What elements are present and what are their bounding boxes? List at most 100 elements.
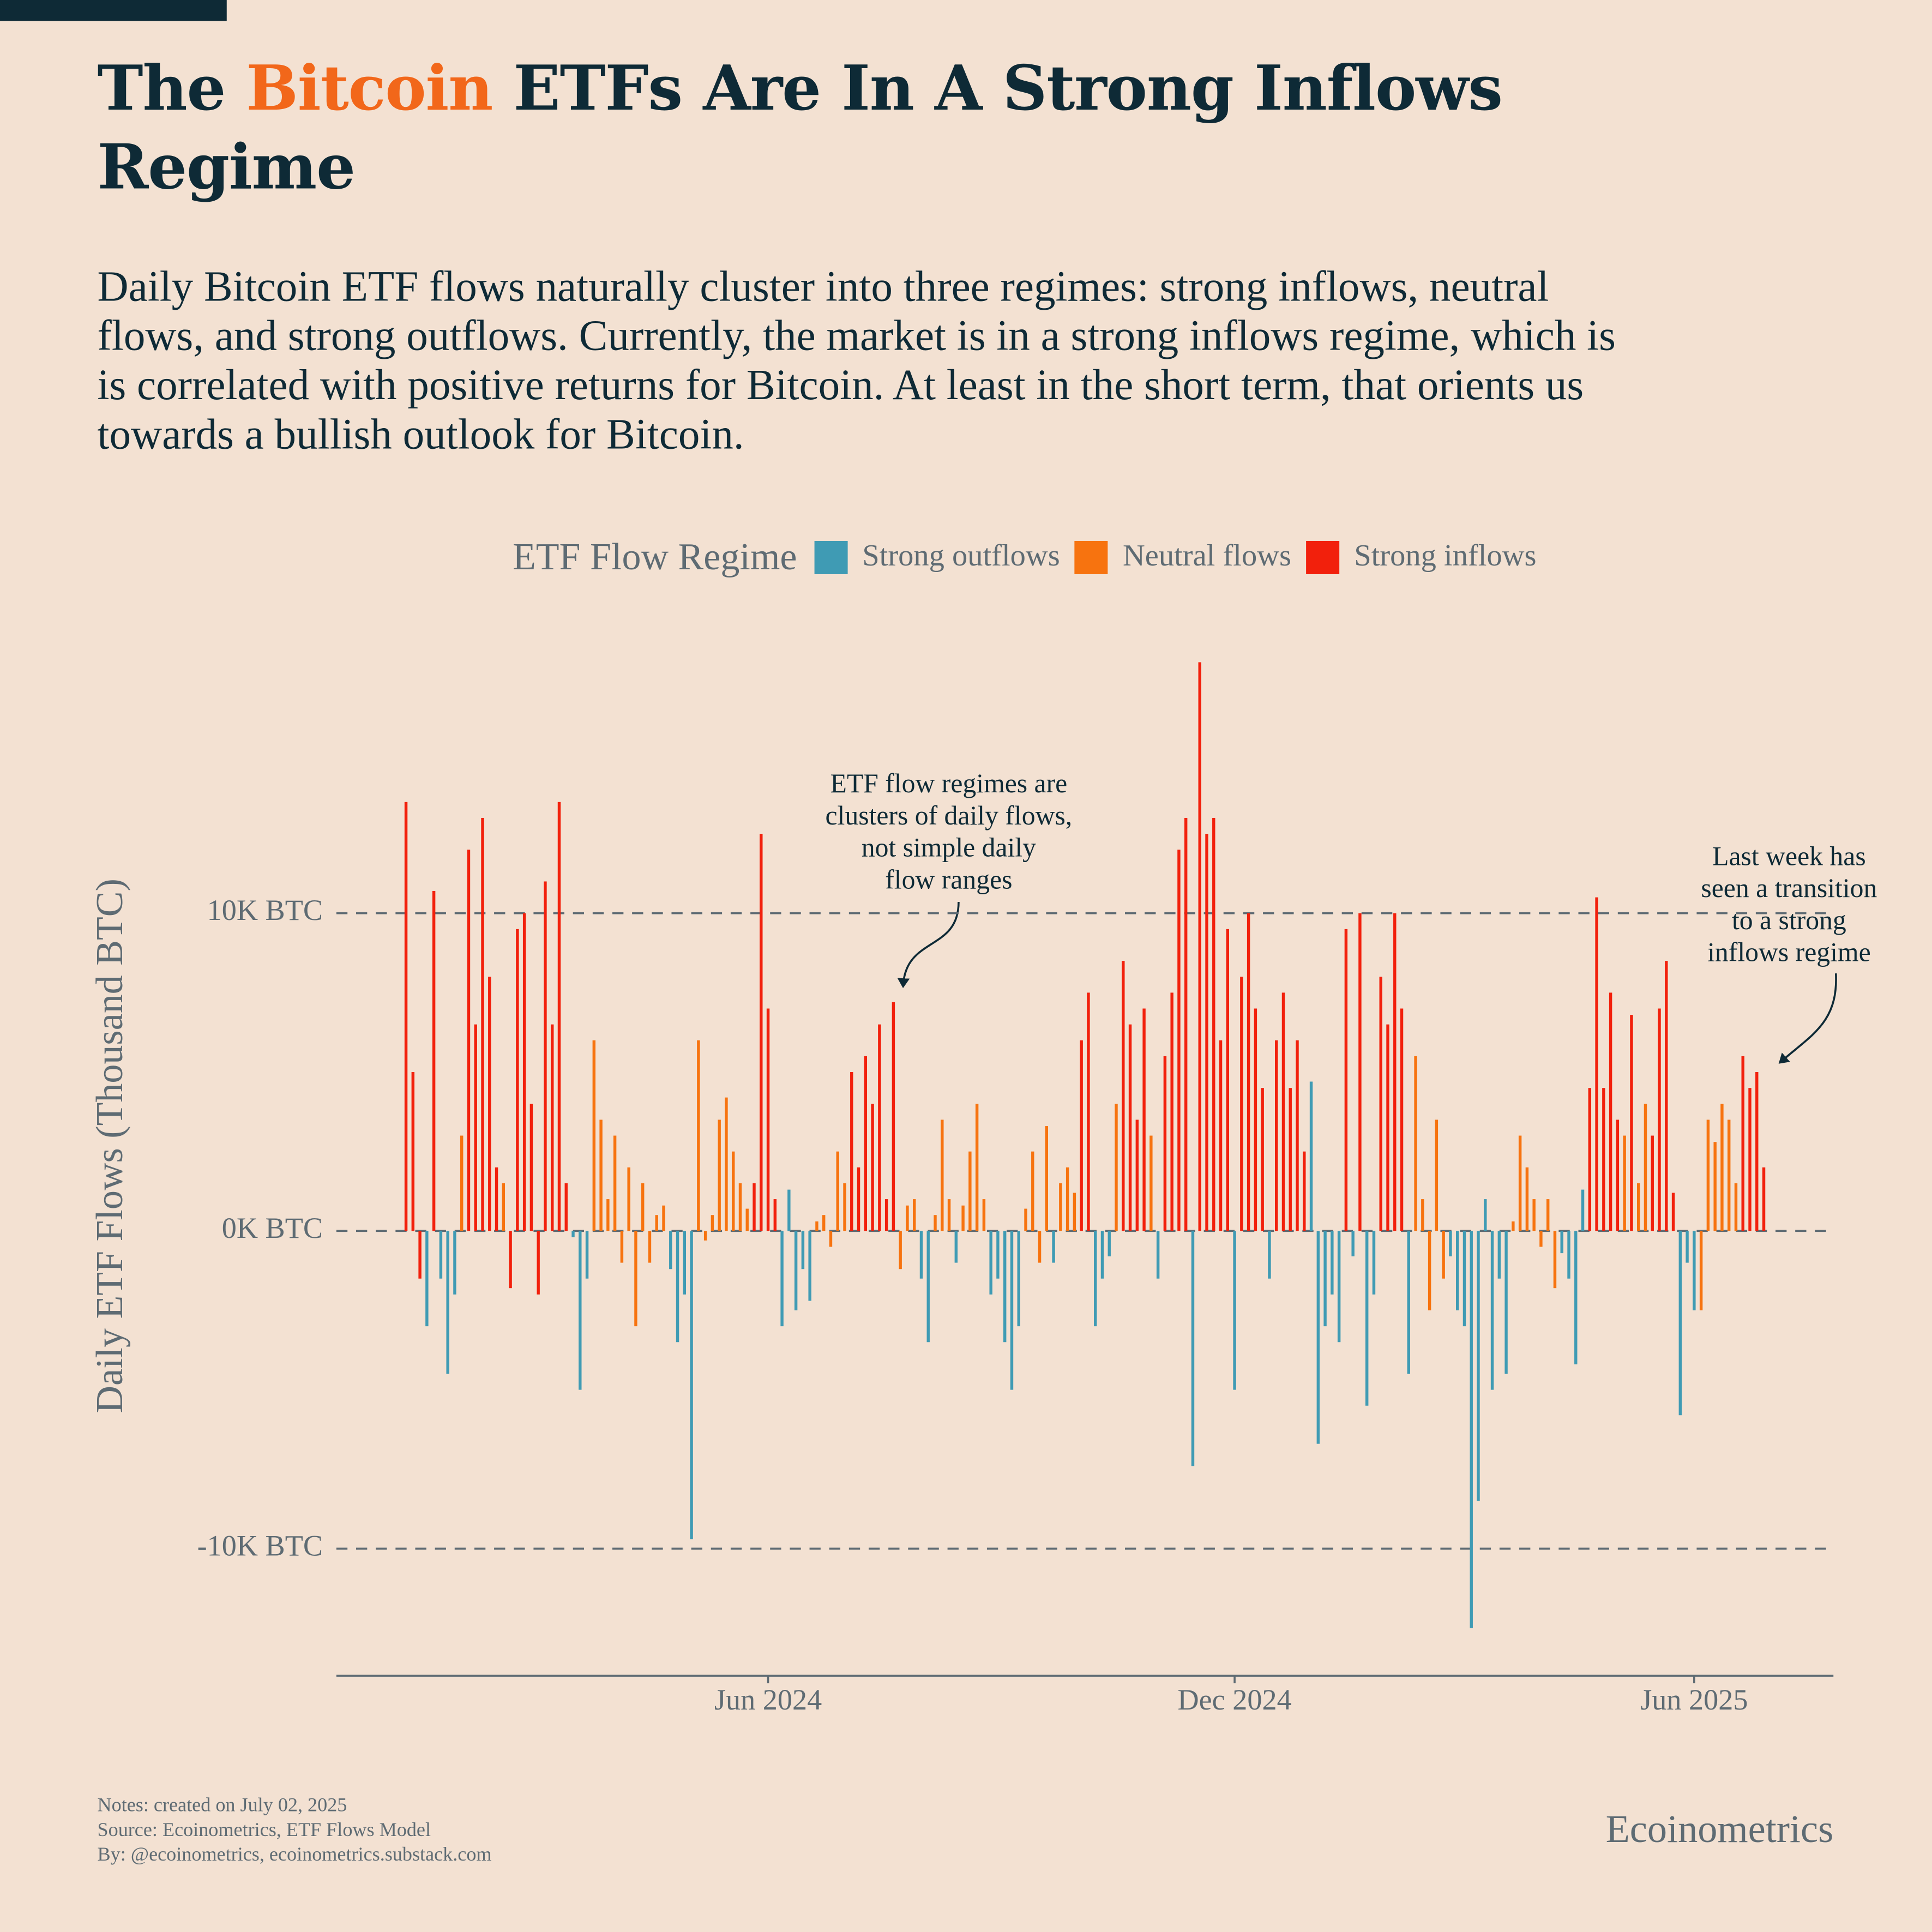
bar	[1574, 1231, 1578, 1365]
bar	[1323, 1231, 1327, 1327]
x-tick-label: Jun 2025	[1640, 1683, 1748, 1716]
legend-swatch	[1074, 540, 1108, 574]
bar	[1233, 1231, 1236, 1390]
bar	[627, 1167, 630, 1231]
title-highlight: Bitcoin	[246, 51, 493, 125]
bar	[1706, 1120, 1710, 1231]
bar	[502, 1183, 505, 1231]
bar	[592, 1040, 596, 1231]
bar	[1115, 1104, 1118, 1231]
legend-swatch	[814, 540, 848, 574]
bar	[522, 913, 526, 1231]
annotation: ETF flow regimes are	[830, 768, 1067, 798]
bar	[662, 1205, 665, 1231]
bar	[1309, 1081, 1313, 1231]
bar	[1219, 1040, 1223, 1231]
bar	[474, 1024, 477, 1231]
bar	[683, 1231, 687, 1295]
bar	[1010, 1231, 1014, 1390]
bar	[1045, 1126, 1049, 1231]
bar	[599, 1120, 603, 1231]
bar	[1497, 1231, 1501, 1279]
brand: Ecoinometrics	[1605, 1806, 1834, 1851]
title-part: Regime	[97, 130, 356, 203]
bar	[1358, 913, 1362, 1231]
annotation: seen a transition	[1701, 873, 1877, 903]
bar	[745, 1208, 749, 1231]
bar	[1379, 977, 1382, 1231]
bar	[571, 1231, 575, 1237]
bar	[760, 834, 763, 1231]
bar	[1316, 1231, 1320, 1444]
annotation: clusters of daily flows,	[825, 801, 1072, 830]
bar	[1407, 1231, 1411, 1374]
title-part: ETFs Are In A Strong Inflows	[492, 51, 1503, 125]
top-bar	[0, 0, 227, 21]
bar	[1351, 1231, 1355, 1256]
bar	[815, 1221, 818, 1231]
bar	[996, 1231, 1000, 1279]
bar	[1651, 1135, 1654, 1231]
bar	[934, 1215, 937, 1231]
bar	[1274, 1040, 1278, 1231]
bar	[1658, 1008, 1661, 1231]
bar	[1636, 1183, 1640, 1231]
bar	[1699, 1231, 1703, 1310]
bar	[1344, 929, 1348, 1231]
bar	[836, 1151, 839, 1231]
y-tick-label: 0K BTC	[222, 1212, 323, 1244]
title-part: The	[97, 51, 246, 125]
bar	[1365, 1231, 1369, 1406]
bar	[1512, 1221, 1515, 1231]
note-line: Notes: created on July 02, 2025	[97, 1795, 347, 1816]
bar	[989, 1231, 992, 1295]
bar	[1525, 1167, 1529, 1231]
annotation: Last week has	[1712, 841, 1866, 871]
bar	[1532, 1199, 1536, 1231]
bar	[676, 1231, 679, 1343]
bar	[467, 850, 471, 1231]
bar	[690, 1231, 693, 1539]
bar	[1191, 1231, 1195, 1466]
bar	[1665, 961, 1668, 1231]
bar	[1170, 992, 1173, 1231]
bar	[725, 1097, 728, 1231]
note-line: By: @ecoinometrics, ecoinometrics.substa…	[97, 1844, 492, 1865]
bar	[808, 1231, 811, 1301]
bar	[919, 1231, 923, 1279]
bar	[975, 1104, 979, 1231]
bar	[822, 1215, 826, 1231]
bar	[738, 1183, 742, 1231]
bar	[1254, 1008, 1257, 1231]
bar	[1003, 1231, 1007, 1343]
bar	[544, 881, 547, 1231]
bar	[1184, 817, 1188, 1231]
bar	[1588, 1088, 1592, 1231]
bar	[1581, 1189, 1585, 1231]
bar	[1038, 1231, 1042, 1263]
bar	[780, 1231, 784, 1327]
bar	[1560, 1231, 1563, 1254]
bar	[1630, 1015, 1633, 1231]
bar	[425, 1231, 429, 1327]
bar	[1073, 1193, 1076, 1231]
bar	[1331, 1231, 1334, 1295]
bar	[1149, 1135, 1153, 1231]
subtitle: Daily Bitcoin ETF flows naturally cluste…	[97, 262, 1616, 459]
bar	[1142, 1008, 1146, 1231]
bar	[669, 1231, 672, 1269]
legend-title: ETF Flow Regime	[512, 534, 797, 578]
bar	[1303, 1151, 1306, 1231]
bar	[446, 1231, 449, 1374]
note-line: Source: Ecoinometrics, ETF Flows Model	[97, 1820, 431, 1841]
bar	[892, 1002, 895, 1231]
bar	[718, 1120, 721, 1231]
y-tick-label: -10K BTC	[197, 1529, 323, 1562]
legend: ETF Flow Regime Strong outflows Neutral f…	[513, 535, 1551, 579]
bar	[655, 1215, 658, 1231]
bar	[1024, 1208, 1027, 1231]
bar	[1386, 1024, 1389, 1231]
bar	[1059, 1183, 1062, 1231]
bar	[564, 1183, 568, 1231]
